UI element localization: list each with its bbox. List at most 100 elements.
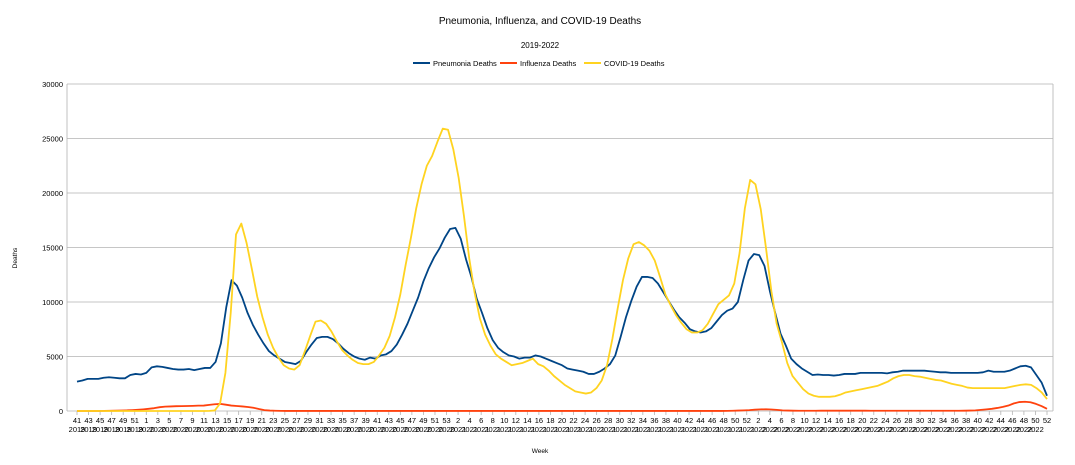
- x-tick-year-label: 2020: [161, 425, 178, 434]
- x-tick-week-label: 4: [768, 416, 772, 425]
- x-tick-week-label: 13: [211, 416, 219, 425]
- x-tick-week-label: 28: [904, 416, 912, 425]
- x-tick-week-label: 28: [604, 416, 612, 425]
- x-tick-week-label: 27: [292, 416, 300, 425]
- x-tick-week-label: 24: [881, 416, 889, 425]
- x-tick-week-label: 22: [569, 416, 577, 425]
- x-tick-year-label: 2022: [854, 425, 871, 434]
- x-tick-year-label: 2021: [577, 425, 594, 434]
- x-tick-week-label: 53: [442, 416, 450, 425]
- x-tick-week-label: 52: [743, 416, 751, 425]
- x-tick-year-label: 2022: [912, 425, 929, 434]
- x-tick-year-label: 2021: [588, 425, 605, 434]
- x-tick-year-label: 2021: [611, 425, 628, 434]
- x-tick-year-label: 2022: [889, 425, 906, 434]
- legend-label-influenza: Influenza Deaths: [520, 59, 577, 68]
- x-tick-week-label: 33: [327, 416, 335, 425]
- x-tick-week-label: 12: [812, 416, 820, 425]
- x-tick-year-label: 2022: [946, 425, 963, 434]
- x-tick-year-label: 2020: [427, 425, 444, 434]
- x-tick-year-label: 2021: [542, 425, 559, 434]
- x-tick-week-label: 44: [997, 416, 1005, 425]
- x-tick-week-label: 47: [107, 416, 115, 425]
- x-tick-year-label: 2020: [184, 425, 201, 434]
- x-tick-year-label: 2020: [311, 425, 328, 434]
- x-tick-week-label: 41: [73, 416, 81, 425]
- x-tick-week-label: 30: [616, 416, 624, 425]
- x-tick-week-label: 38: [662, 416, 670, 425]
- x-tick-year-label: 2019: [103, 425, 120, 434]
- x-tick-week-label: 2: [456, 416, 460, 425]
- x-tick-year-label: 2021: [634, 425, 651, 434]
- x-tick-week-label: 6: [479, 416, 483, 425]
- legend-label-covid: COVID-19 Deaths: [604, 59, 665, 68]
- x-tick-week-label: 50: [731, 416, 739, 425]
- x-tick-year-label: 2021: [669, 425, 686, 434]
- x-tick-week-label: 49: [419, 416, 427, 425]
- x-tick-year-label: 2022: [865, 425, 882, 434]
- x-tick-week-label: 39: [362, 416, 370, 425]
- x-tick-week-label: 14: [823, 416, 831, 425]
- x-tick-week-label: 32: [627, 416, 635, 425]
- x-tick-year-label: 2022: [969, 425, 986, 434]
- x-tick-year-label: 2022: [877, 425, 894, 434]
- x-tick-year-label: 2020: [300, 425, 317, 434]
- x-tick-year-label: 2020: [380, 425, 397, 434]
- x-tick-year-label: 2021: [646, 425, 663, 434]
- x-tick-year-label: 2020: [265, 425, 282, 434]
- x-tick-year-label: 2021: [681, 425, 698, 434]
- y-tick-label: 0: [59, 407, 63, 416]
- x-tick-week-label: 17: [234, 416, 242, 425]
- x-tick-week-label: 42: [685, 416, 693, 425]
- x-tick-week-label: 47: [408, 416, 416, 425]
- x-tick-year-label: 2021: [531, 425, 548, 434]
- x-tick-week-label: 10: [500, 416, 508, 425]
- x-tick-year-label: 2020: [334, 425, 351, 434]
- x-tick-year-label: 2022: [935, 425, 952, 434]
- x-tick-week-label: 38: [962, 416, 970, 425]
- x-tick-year-label: 2021: [496, 425, 513, 434]
- x-tick-week-label: 42: [985, 416, 993, 425]
- x-tick-week-label: 14: [523, 416, 531, 425]
- x-tick-week-label: 51: [431, 416, 439, 425]
- x-tick-year-label: 2021: [727, 425, 744, 434]
- y-tick-label: 10000: [42, 298, 63, 307]
- x-tick-week-label: 40: [673, 416, 681, 425]
- x-tick-week-label: 36: [650, 416, 658, 425]
- x-tick-week-label: 50: [1031, 416, 1039, 425]
- x-tick-year-label: 2022: [831, 425, 848, 434]
- x-tick-week-label: 6: [779, 416, 783, 425]
- chart-subtitle: 2019-2022: [521, 41, 560, 50]
- x-tick-year-label: 2022: [981, 425, 998, 434]
- x-tick-year-label: 2022: [773, 425, 790, 434]
- x-tick-week-label: 9: [190, 416, 194, 425]
- y-tick-label: 25000: [42, 135, 63, 144]
- x-tick-year-label: 2019: [80, 425, 97, 434]
- x-tick-week-label: 40: [974, 416, 982, 425]
- x-tick-week-label: 45: [396, 416, 404, 425]
- x-tick-week-label: 1: [144, 416, 148, 425]
- x-tick-year-label: 2020: [149, 425, 166, 434]
- x-tick-year-label: 2020: [323, 425, 340, 434]
- x-tick-week-label: 41: [373, 416, 381, 425]
- y-tick-label: 20000: [42, 189, 63, 198]
- x-tick-year-label: 2022: [842, 425, 859, 434]
- x-tick-week-label: 25: [281, 416, 289, 425]
- x-tick-week-label: 45: [96, 416, 104, 425]
- x-tick-year-label: 2020: [415, 425, 432, 434]
- x-tick-week-label: 16: [835, 416, 843, 425]
- x-tick-week-label: 8: [491, 416, 495, 425]
- x-tick-year-label: 2021: [565, 425, 582, 434]
- x-tick-week-label: 49: [119, 416, 127, 425]
- x-tick-year-label: 2020: [357, 425, 374, 434]
- x-tick-year-label: 2020: [173, 425, 190, 434]
- x-tick-week-label: 23: [269, 416, 277, 425]
- x-tick-week-label: 7: [179, 416, 183, 425]
- x-axis-label: Week: [532, 448, 549, 455]
- x-tick-week-label: 20: [858, 416, 866, 425]
- x-tick-week-label: 5: [167, 416, 171, 425]
- x-tick-year-label: 2021: [738, 425, 755, 434]
- x-tick-week-label: 34: [639, 416, 647, 425]
- x-tick-year-label: 2022: [900, 425, 917, 434]
